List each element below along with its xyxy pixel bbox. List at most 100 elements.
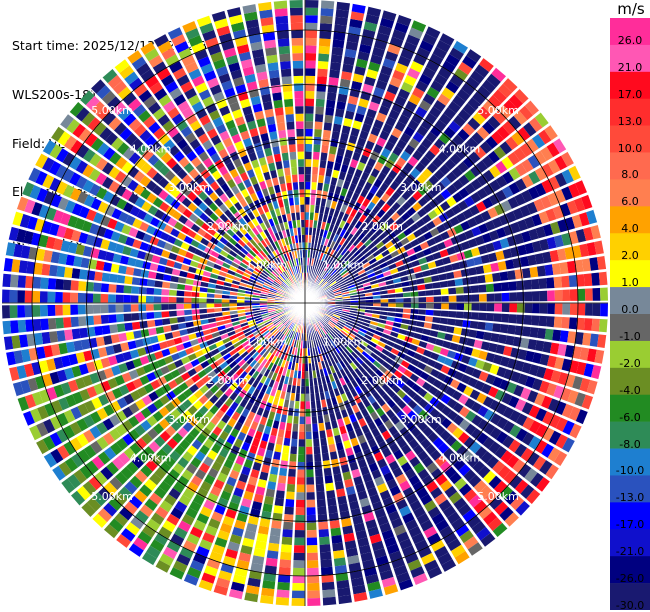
velocity-gate bbox=[154, 304, 162, 311]
velocity-gate bbox=[305, 227, 308, 235]
velocity-gate bbox=[522, 268, 531, 279]
velocity-gate bbox=[323, 122, 332, 131]
velocity-gate bbox=[288, 137, 296, 145]
velocity-gate bbox=[310, 197, 315, 205]
velocity-gate bbox=[567, 331, 576, 344]
velocity-gate bbox=[280, 61, 291, 70]
velocity-gate bbox=[306, 485, 315, 493]
velocity-gate bbox=[463, 311, 471, 319]
velocity-gate bbox=[592, 318, 601, 332]
velocity-gate bbox=[561, 275, 570, 287]
velocity-gate bbox=[101, 315, 109, 325]
velocity-gate bbox=[287, 129, 295, 137]
velocity-gate bbox=[297, 485, 305, 493]
velocity-gate bbox=[319, 38, 331, 47]
velocity-gate bbox=[306, 447, 313, 455]
velocity-gate bbox=[336, 101, 346, 110]
colorbar-tick-label: -8.0 bbox=[610, 439, 650, 451]
velocity-gate bbox=[332, 39, 345, 48]
velocity-gate bbox=[449, 303, 457, 310]
velocity-gate bbox=[302, 371, 305, 379]
velocity-gate bbox=[273, 1, 287, 10]
colorbar-tick-label: 0.0 bbox=[610, 304, 650, 316]
velocity-gate bbox=[2, 290, 10, 304]
velocity-gate bbox=[139, 313, 147, 321]
colorbar-tick-label: 2.0 bbox=[610, 250, 650, 262]
ppi-plot: 1.00km1.00km1.00km1.00km2.00km2.00km2.00… bbox=[0, 0, 610, 610]
velocity-gate bbox=[330, 62, 342, 71]
velocity-gate bbox=[281, 69, 292, 77]
ring-label: 2.00km bbox=[207, 374, 249, 387]
velocity-gate bbox=[298, 174, 304, 182]
velocity-gate bbox=[298, 167, 304, 175]
velocity-gate bbox=[305, 38, 317, 46]
velocity-gate bbox=[40, 277, 49, 289]
velocity-gate bbox=[323, 597, 337, 606]
velocity-gate bbox=[577, 303, 585, 316]
velocity-gate bbox=[139, 287, 147, 295]
velocity-gate bbox=[57, 330, 66, 342]
velocity-gate bbox=[314, 454, 322, 462]
velocity-gate bbox=[472, 303, 480, 311]
velocity-gate bbox=[334, 17, 348, 26]
velocity-gate bbox=[56, 266, 65, 278]
velocity-gate bbox=[94, 272, 103, 282]
velocity-gate bbox=[40, 291, 48, 303]
velocity-gate bbox=[328, 505, 338, 514]
velocity-gate bbox=[317, 506, 327, 514]
velocity-gate bbox=[154, 288, 162, 295]
velocity-gate bbox=[312, 159, 319, 167]
velocity-gate bbox=[307, 500, 316, 508]
velocity-gate bbox=[322, 582, 335, 591]
velocity-gate bbox=[64, 329, 73, 341]
ring-label: 3.00km bbox=[168, 181, 210, 194]
velocity-gate bbox=[264, 40, 277, 49]
velocity-gate bbox=[388, 303, 396, 307]
velocity-gate bbox=[307, 591, 320, 599]
velocity-gate bbox=[176, 304, 184, 310]
velocity-gate bbox=[322, 589, 336, 598]
velocity-gate bbox=[199, 293, 207, 298]
velocity-gate bbox=[599, 271, 608, 285]
velocity-gate bbox=[296, 121, 304, 129]
ring-label: 4.00km bbox=[130, 143, 172, 156]
velocity-gate bbox=[545, 328, 554, 340]
velocity-gate bbox=[540, 303, 548, 314]
velocity-gate bbox=[455, 319, 463, 327]
velocity-gate bbox=[279, 54, 291, 62]
velocity-gate bbox=[456, 303, 464, 310]
velocity-gate bbox=[333, 32, 346, 41]
velocity-gate bbox=[555, 290, 563, 302]
velocity-gate bbox=[486, 313, 494, 322]
velocity-gate bbox=[546, 277, 554, 289]
velocity-gate bbox=[123, 295, 131, 303]
velocity-gate bbox=[269, 535, 281, 544]
velocity-gate bbox=[299, 424, 305, 432]
colorbar-tick-label: -2.0 bbox=[610, 358, 650, 370]
velocity-gate bbox=[582, 332, 591, 346]
velocity-gate bbox=[570, 289, 578, 301]
velocity-gate bbox=[456, 295, 464, 302]
velocity-gate bbox=[335, 109, 345, 118]
velocity-gate bbox=[72, 329, 81, 340]
velocity-gate bbox=[285, 507, 295, 515]
velocity-gate bbox=[271, 520, 282, 529]
velocity-gate bbox=[434, 296, 442, 302]
velocity-gate bbox=[139, 278, 147, 286]
velocity-gate bbox=[524, 279, 532, 290]
velocity-gate bbox=[320, 552, 332, 561]
velocity-gate bbox=[146, 296, 154, 303]
velocity-gate bbox=[268, 70, 279, 79]
velocity-gate bbox=[318, 522, 329, 530]
velocity-gate bbox=[600, 287, 608, 301]
velocity-gate bbox=[295, 106, 304, 114]
velocity-gate bbox=[301, 386, 305, 394]
velocity-gate bbox=[487, 293, 495, 302]
velocity-gate bbox=[207, 299, 215, 303]
velocity-gate bbox=[546, 316, 554, 328]
velocity-gate bbox=[314, 121, 323, 129]
velocity-gate bbox=[532, 291, 540, 302]
velocity-gate bbox=[285, 114, 294, 122]
velocity-gate bbox=[191, 304, 199, 309]
velocity-gate bbox=[288, 469, 296, 477]
